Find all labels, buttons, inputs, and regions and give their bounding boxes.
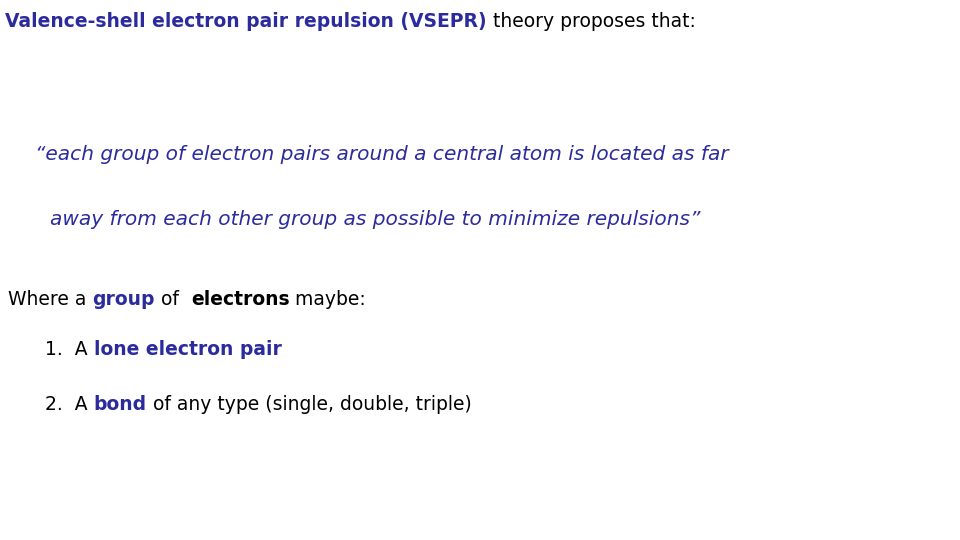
Text: group: group [92,290,155,309]
Text: Valence-shell electron pair repulsion (VSEPR): Valence-shell electron pair repulsion (V… [5,12,487,31]
Text: theory proposes that:: theory proposes that: [487,12,695,31]
Text: electrons: electrons [191,290,289,309]
Text: 1.  A: 1. A [45,340,94,359]
Text: of: of [155,290,191,309]
Text: 2.  A: 2. A [45,395,94,414]
Text: maybe:: maybe: [289,290,366,309]
Text: Where a: Where a [8,290,92,309]
Text: bond: bond [94,395,147,414]
Text: of any type (single, double, triple): of any type (single, double, triple) [147,395,471,414]
Text: away from each other group as possible to minimize repulsions”: away from each other group as possible t… [50,210,701,229]
Text: “each group of electron pairs around a central atom is located as far: “each group of electron pairs around a c… [35,145,729,164]
Text: lone electron pair: lone electron pair [94,340,281,359]
